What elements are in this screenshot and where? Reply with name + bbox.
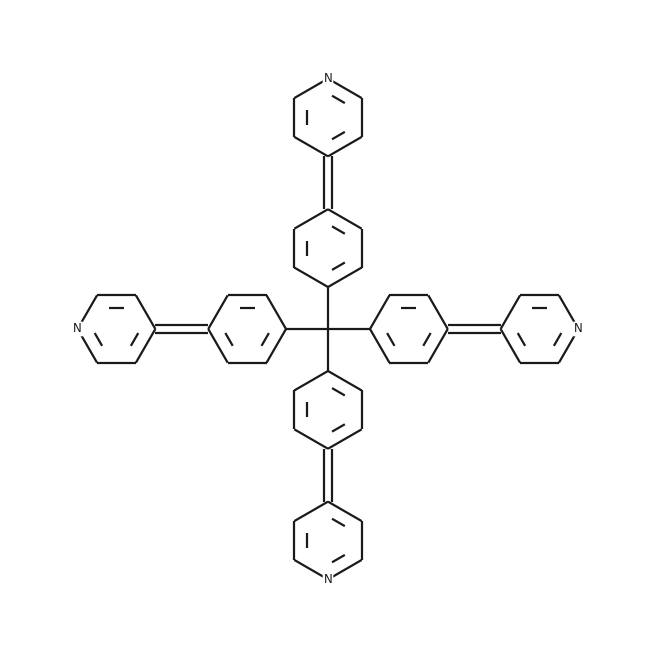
Text: N: N <box>323 72 333 85</box>
Text: N: N <box>323 573 333 586</box>
Text: N: N <box>574 322 583 336</box>
Text: N: N <box>73 322 82 336</box>
